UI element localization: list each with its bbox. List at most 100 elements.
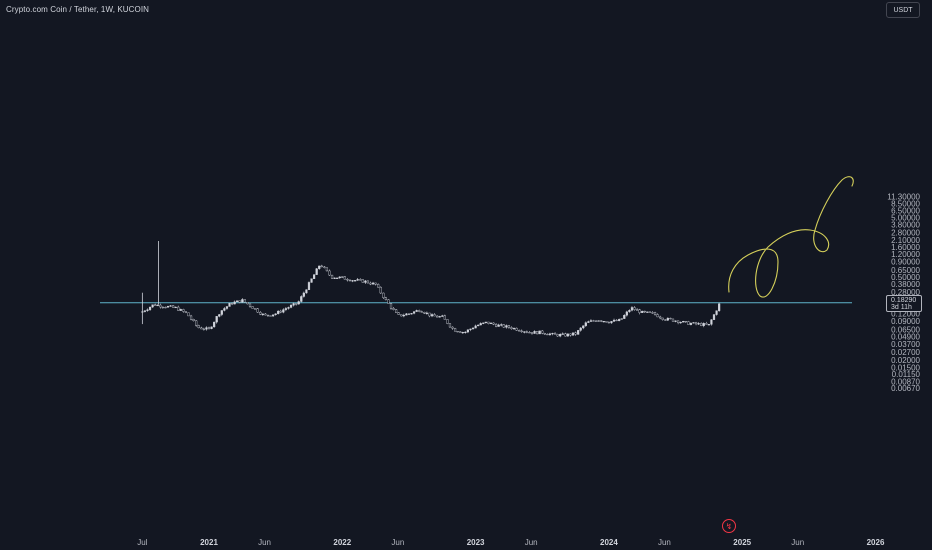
- candle-body: [525, 331, 528, 333]
- candle-body: [589, 320, 593, 322]
- candle-body: [594, 320, 598, 322]
- candle-body: [156, 304, 159, 307]
- y-tick-label: 0.02000: [891, 356, 920, 365]
- candle-body: [605, 321, 608, 323]
- candle-body: [223, 308, 226, 311]
- candle-body: [643, 310, 646, 313]
- candle-body: [361, 279, 364, 283]
- candle-body: [287, 307, 290, 309]
- candle-body: [538, 330, 541, 335]
- x-tick-label: 2023: [467, 538, 485, 547]
- candle-body: [151, 304, 154, 308]
- candle-body: [592, 320, 595, 322]
- candle-body: [518, 330, 521, 332]
- candle-body: [566, 333, 569, 337]
- x-tick-label: 2026: [867, 538, 885, 547]
- y-tick-label: 0.09000: [891, 317, 920, 326]
- x-tick-label: 2024: [600, 538, 618, 547]
- candle-body: [587, 321, 590, 323]
- candle-body: [474, 325, 477, 329]
- time-axis[interactable]: Jul 2021 Jun 2022 Jun 2023 Jun 2024 Jun 2025 Jun 20…: [137, 538, 885, 547]
- candle-body: [479, 323, 482, 326]
- candle-body: [682, 320, 685, 323]
- candle-body: [628, 310, 631, 313]
- candle-body: [271, 314, 275, 317]
- candle-body: [541, 330, 544, 334]
- candle-body: [512, 327, 516, 330]
- candle-body: [189, 315, 193, 320]
- candle-body: [348, 279, 352, 282]
- candle-body: [236, 300, 239, 303]
- candle-body: [638, 309, 641, 313]
- candle-body: [443, 315, 446, 320]
- x-tick-label: Jun: [791, 538, 804, 547]
- candle-body: [697, 323, 700, 325]
- y-tick-label: 6.50000: [891, 207, 920, 216]
- candle-body: [487, 321, 490, 324]
- x-tick-label: Jun: [391, 538, 404, 547]
- price-axis[interactable]: 11.300008.500006.500005.000003.800002.80…: [887, 192, 920, 393]
- candle-body: [428, 312, 431, 317]
- candle-body: [143, 310, 147, 312]
- candle-body: [602, 321, 605, 323]
- candle-body: [489, 322, 493, 324]
- candle-body: [671, 318, 675, 322]
- candle-body: [702, 323, 705, 326]
- candle-body: [646, 311, 649, 313]
- candle-body: [530, 332, 534, 334]
- x-tick-label: 2022: [333, 538, 351, 547]
- candle-body: [543, 333, 546, 335]
- candle-body: [715, 310, 718, 315]
- candle-body: [648, 311, 652, 313]
- candle-body: [343, 276, 346, 280]
- candle-body: [300, 296, 303, 302]
- candle-body: [289, 304, 293, 308]
- candle-body: [556, 334, 559, 337]
- x-tick-label: Jun: [258, 538, 271, 547]
- hand-drawn-spiral[interactable]: [728, 176, 854, 298]
- candle-body: [366, 280, 370, 284]
- candle-body: [230, 303, 234, 305]
- tradingview-logo-icon[interactable]: ↯: [722, 519, 736, 533]
- candle-body: [266, 314, 270, 317]
- candle-body: [264, 313, 267, 316]
- candle-body: [505, 325, 508, 328]
- candle-body: [333, 277, 336, 279]
- candle-body: [169, 305, 172, 307]
- candle-body: [584, 322, 587, 326]
- y-tick-label: 0.12000: [891, 310, 920, 319]
- candle-body: [641, 310, 644, 313]
- y-tick-label: 5.00000: [891, 213, 920, 222]
- chart-title: Crypto.com Coin / Tether, 1W, KUCOIN: [6, 5, 150, 14]
- y-tick-label: 1.60000: [891, 243, 920, 252]
- candle-body: [310, 278, 313, 283]
- candle-body: [218, 314, 221, 317]
- candle-body: [364, 280, 367, 283]
- candle-body: [705, 323, 708, 325]
- y-tick-label: 0.90000: [891, 258, 920, 267]
- candle-body: [269, 315, 272, 317]
- currency-selector[interactable]: USDT: [886, 2, 920, 18]
- candle-body: [323, 266, 326, 268]
- candle-body: [220, 310, 223, 315]
- candle-body: [418, 310, 421, 312]
- candle-body: [415, 310, 418, 312]
- current-price-value: 0.18290: [891, 297, 917, 304]
- candle-body: [497, 324, 500, 327]
- candle-body: [569, 333, 572, 336]
- candle-body: [618, 319, 621, 322]
- candle-body: [448, 323, 452, 328]
- y-tick-label: 0.50000: [891, 273, 920, 282]
- candle-body: [674, 320, 677, 322]
- candle-body: [184, 311, 188, 313]
- candle-body: [279, 310, 282, 313]
- candle-body: [687, 321, 690, 325]
- candle-body: [430, 314, 434, 317]
- candle-body: [615, 319, 618, 322]
- candle-body: [161, 306, 164, 309]
- candle-body: [438, 316, 441, 318]
- candle-body: [330, 274, 334, 279]
- candle-body: [484, 321, 487, 324]
- candle-body: [495, 324, 498, 327]
